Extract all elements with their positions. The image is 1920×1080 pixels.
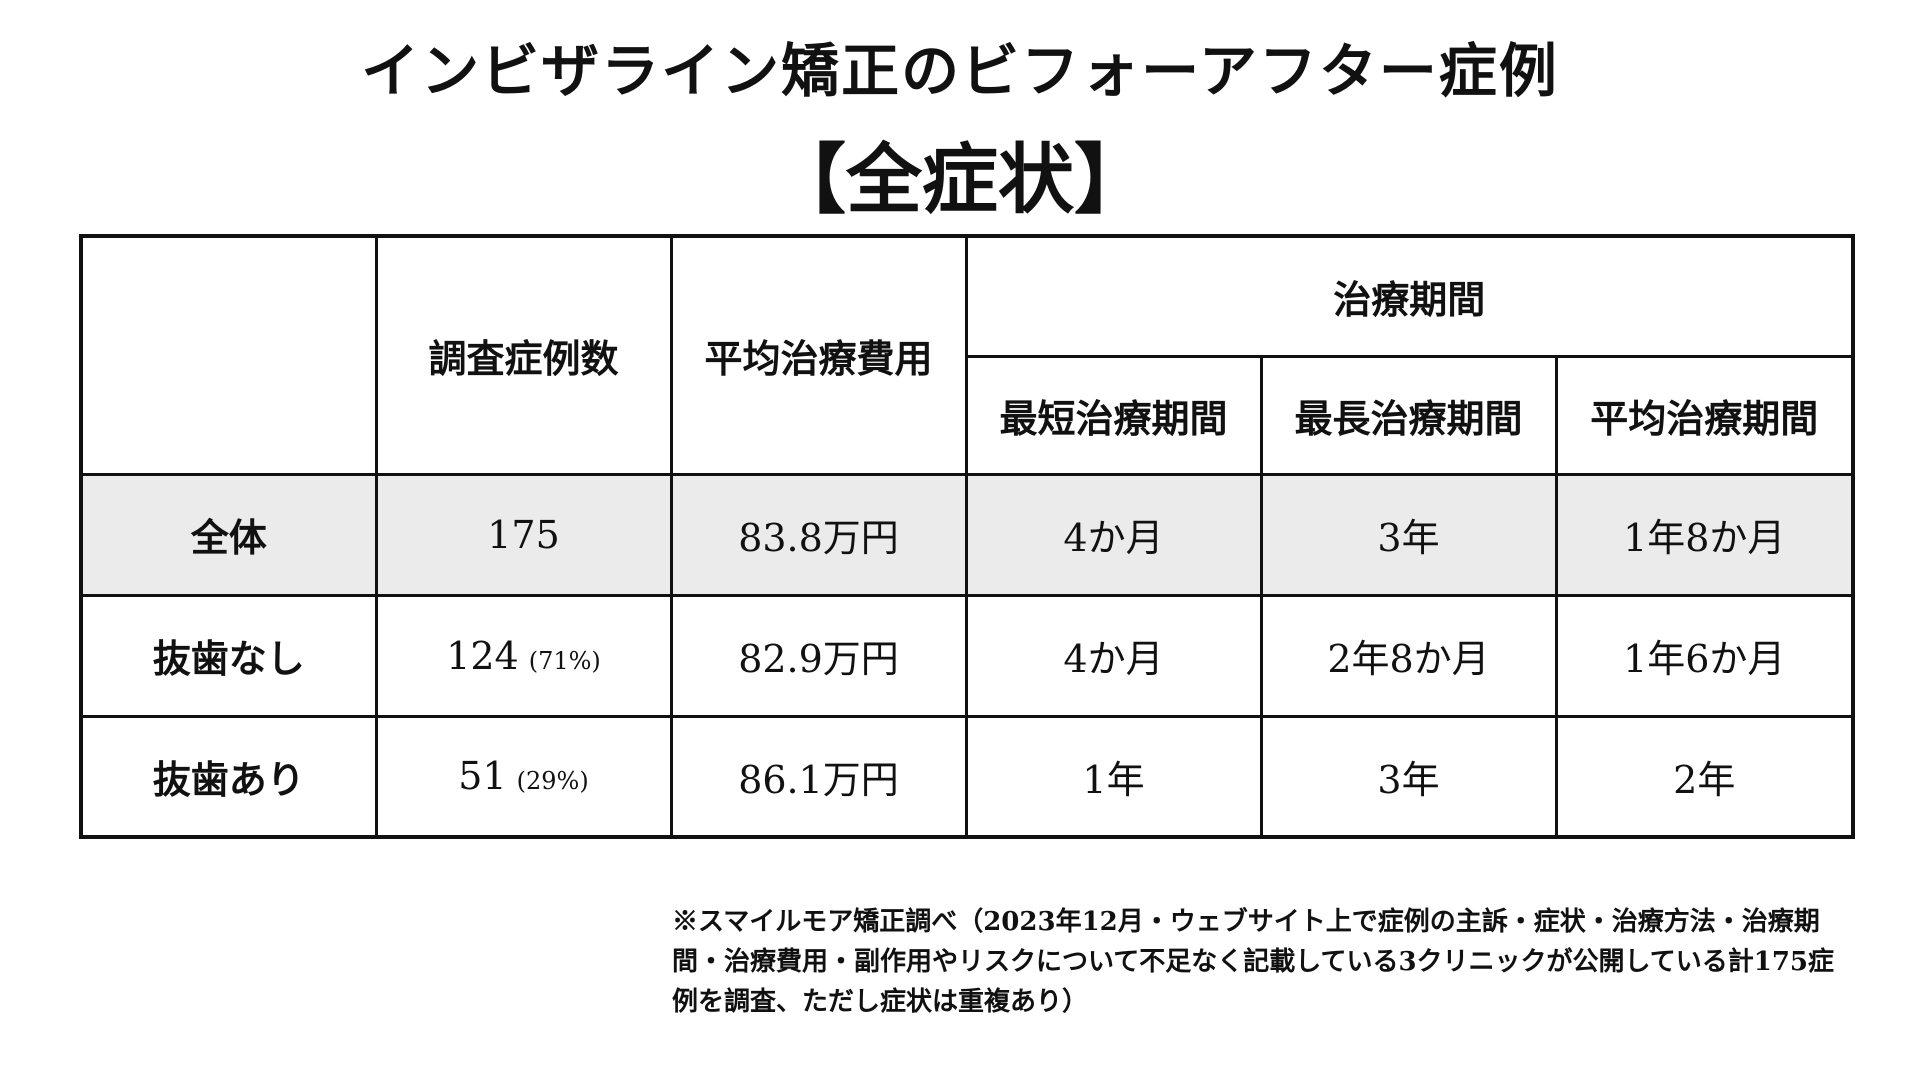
cases-value: 124 <box>446 633 519 678</box>
cases-table: 調査症例数 平均治療費用 治療期間 最短治療期間 最長治療期間 平均治療期間 全… <box>79 234 1856 839</box>
cases-cell: 51 (29%) <box>374 714 673 839</box>
row-label: 全体 <box>79 472 378 597</box>
min-period-cell: 4か月 <box>964 593 1263 718</box>
cases-percent: (71%) <box>528 646 601 675</box>
source-note: ※スマイルモア矯正調べ（2023年12月・ウェブサイト上で症例の主訴・症状・治療… <box>672 907 1835 1017</box>
row-label-text: 全体 <box>190 515 267 560</box>
row-label-text: 抜歯なし <box>152 636 305 681</box>
min-period-cell: 4か月 <box>964 472 1263 597</box>
avg-period-cell: 1年8か月 <box>1554 472 1855 597</box>
header-avg-period: 平均治療期間 <box>1554 354 1855 476</box>
max-period-cell: 2年8か月 <box>1259 593 1558 718</box>
avg-cost-cell: 86.1万円 <box>669 714 968 839</box>
header-cases: 調査症例数 <box>374 234 673 476</box>
subheader-row: 最短治療期間 最長治療期間 平均治療期間 <box>81 354 1855 476</box>
cases-value: 51 <box>458 754 507 799</box>
row-label-text: 抜歯あり <box>152 756 305 802</box>
row-label: 抜歯なし <box>79 593 378 718</box>
avg-cost-cell: 83.8万円 <box>669 472 968 597</box>
header-avg-cost: 平均治療費用 <box>669 234 968 476</box>
header-min-period: 最短治療期間 <box>964 354 1263 476</box>
cases-cell: 124 (71%) <box>374 593 673 718</box>
max-period-cell: 3年 <box>1259 714 1558 839</box>
min-period-cell: 1年 <box>964 714 1263 839</box>
header-period-group: 治療期間 <box>964 234 1855 358</box>
header-max-period: 最長治療期間 <box>1259 354 1558 476</box>
table-row: 全体 175 83.8万円 4か月 3年 1年8か月 <box>79 472 1855 597</box>
avg-cost-cell: 82.9万円 <box>669 593 968 718</box>
page-subtitle: 【全症状】 <box>770 135 1150 224</box>
avg-period-cell: 2年 <box>1554 714 1855 839</box>
table-row: 抜歯なし 124 (71%) 82.9万円 4か月 2年8か月 1年6か月 <box>79 593 1855 718</box>
table-row: 抜歯あり 51 (29%) 86.1万円 1年 3年 2年 <box>79 714 1855 839</box>
row-label: 抜歯あり <box>79 714 378 839</box>
cases-value: 175 <box>487 512 560 557</box>
corner-cell <box>79 234 378 476</box>
avg-period-cell: 1年6か月 <box>1554 593 1855 718</box>
page-title: インビザライン矯正のビフォーアフター症例 <box>361 37 1559 105</box>
header-row: 調査症例数 平均治療費用 治療期間 <box>79 234 1855 476</box>
cases-percent: (29%) <box>516 767 589 796</box>
cases-cell: 175 <box>374 472 673 597</box>
max-period-cell: 3年 <box>1259 472 1558 597</box>
